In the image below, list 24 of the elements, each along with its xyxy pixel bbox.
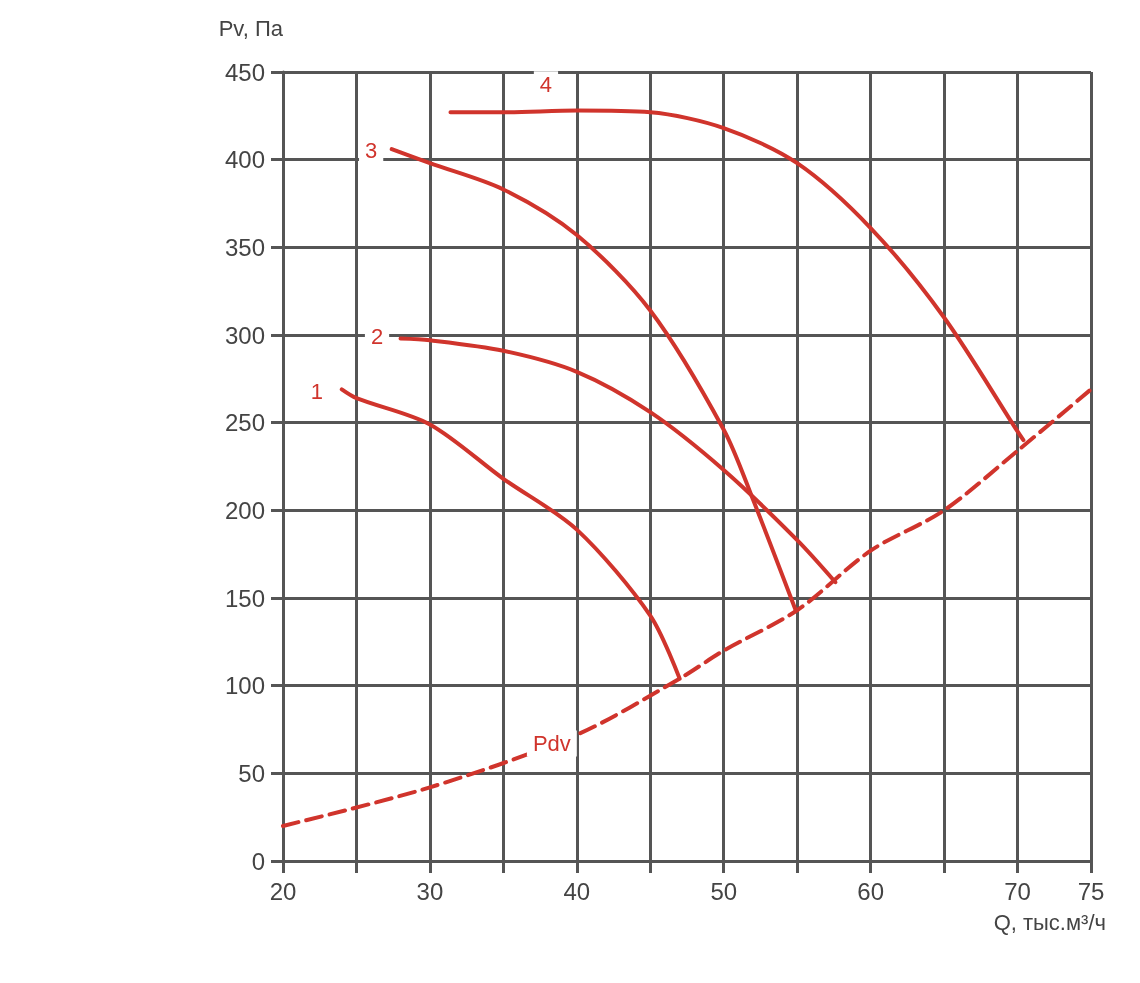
- x-tick-label: 60: [857, 877, 884, 905]
- x-axis-title: Q, тыс.м³/ч: [993, 909, 1106, 935]
- x-tick-label: 20: [269, 877, 297, 905]
- x-tick-label: 70: [1004, 877, 1031, 905]
- annotation: Pdv: [532, 731, 571, 757]
- y-tick-label: 0: [251, 847, 265, 875]
- x-tick-label: 50: [710, 877, 738, 905]
- y-tick-label: 300: [224, 321, 265, 349]
- x-tick-label: 40: [563, 877, 591, 905]
- y-tick-label: 150: [224, 584, 265, 612]
- y-tick-label: 400: [224, 146, 265, 174]
- y-tick-label: 250: [224, 409, 265, 437]
- annotation: 3: [365, 138, 378, 164]
- annotation: 4: [539, 71, 553, 97]
- y-axis-title: Pv, Па: [218, 15, 284, 41]
- y-tick-label: 50: [238, 759, 265, 787]
- y-tick-label: 450: [224, 58, 265, 86]
- y-tick-label: 100: [224, 672, 265, 700]
- y-tick-label: 350: [224, 233, 265, 261]
- x-tick-label: 30: [416, 877, 444, 905]
- y-tick-label: 200: [224, 496, 265, 524]
- annotation: 1: [310, 378, 323, 404]
- annotation: 2: [370, 324, 384, 350]
- x-tick-label: 75: [1077, 877, 1105, 905]
